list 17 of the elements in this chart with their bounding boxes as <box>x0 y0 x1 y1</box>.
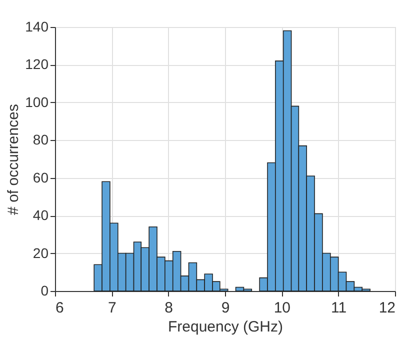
y-tick-label: 20 <box>32 244 49 261</box>
y-tick-label: 60 <box>32 169 49 186</box>
y-tick-label: 140 <box>25 18 49 34</box>
y-tick-label: 80 <box>32 132 49 148</box>
x-tick-label: 10 <box>274 300 291 316</box>
x-tick-label: 12 <box>378 300 396 316</box>
y-axis-title: # of occurrences <box>5 104 22 215</box>
x-tick-label: 11 <box>331 300 347 316</box>
y-tick-label: 40 <box>32 207 49 224</box>
y-tick-label: 120 <box>25 56 49 72</box>
y-tick-label: 0 <box>40 282 49 298</box>
x-tick-label: 9 <box>221 300 230 316</box>
x-axis-title: Frequency (GHz) <box>168 318 284 336</box>
y-tick-label: 100 <box>25 94 49 110</box>
x-tick-label: 6 <box>56 300 64 316</box>
x-tick-label: 7 <box>108 300 116 316</box>
x-tick-label: 8 <box>164 300 174 316</box>
